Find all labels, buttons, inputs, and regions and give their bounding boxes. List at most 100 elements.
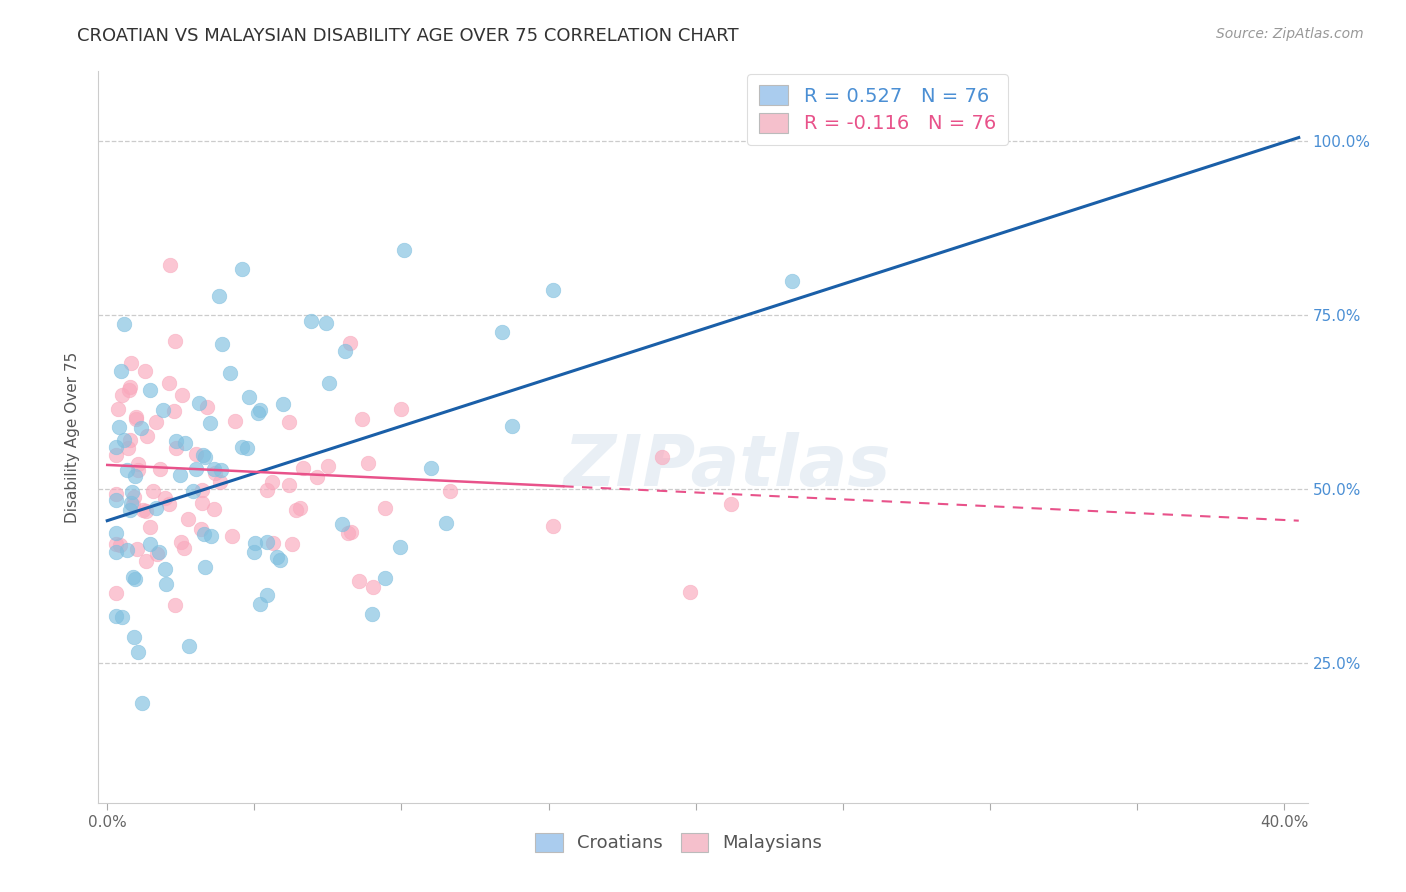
Point <box>165 434 187 448</box>
Point <box>117 441 139 455</box>
Point <box>218 367 240 381</box>
Point <box>491 326 513 340</box>
Point <box>139 383 162 397</box>
Text: CROATIAN VS MALAYSIAN DISABILITY AGE OVER 75 CORRELATION CHART: CROATIAN VS MALAYSIAN DISABILITY AGE OVE… <box>77 27 740 45</box>
Point <box>290 501 312 516</box>
Point <box>125 410 148 425</box>
Point <box>131 696 153 710</box>
Point <box>135 554 157 568</box>
Point <box>247 406 270 420</box>
Point <box>105 486 128 500</box>
Point <box>110 364 132 378</box>
Point <box>200 529 222 543</box>
Point <box>202 502 225 516</box>
Point <box>157 497 180 511</box>
Point <box>361 607 384 621</box>
Point <box>153 561 176 575</box>
Text: ZIPatlas: ZIPatlas <box>564 432 891 500</box>
Point <box>142 484 165 499</box>
Point <box>136 429 159 443</box>
Point <box>115 542 138 557</box>
Point <box>107 420 129 434</box>
Point <box>129 421 152 435</box>
Point <box>169 468 191 483</box>
Point <box>198 416 221 430</box>
Point <box>651 450 673 465</box>
Point <box>132 503 155 517</box>
Point <box>107 402 129 417</box>
Point <box>224 413 246 427</box>
Point <box>352 412 374 426</box>
Point <box>122 631 145 645</box>
Point <box>105 585 128 599</box>
Point <box>333 343 356 358</box>
Point <box>139 537 162 551</box>
Point <box>339 336 361 351</box>
Point <box>120 356 142 370</box>
Point <box>159 258 181 272</box>
Point <box>193 448 215 462</box>
Point <box>315 316 337 330</box>
Text: Source: ZipAtlas.com: Source: ZipAtlas.com <box>1216 27 1364 41</box>
Point <box>177 640 200 654</box>
Point <box>439 483 461 498</box>
Point <box>194 450 217 464</box>
Point <box>256 588 278 602</box>
Point <box>299 314 322 328</box>
Point <box>249 402 271 417</box>
Point <box>541 518 564 533</box>
Point <box>236 441 259 455</box>
Point <box>330 516 353 531</box>
Point <box>127 541 149 556</box>
Point <box>125 412 148 426</box>
Point <box>419 461 441 475</box>
Point <box>120 502 142 516</box>
Point <box>191 483 214 497</box>
Point <box>541 283 564 297</box>
Point <box>231 261 253 276</box>
Point <box>121 498 143 512</box>
Point <box>194 559 217 574</box>
Point <box>679 585 702 599</box>
Point <box>389 402 412 417</box>
Point <box>152 402 174 417</box>
Point <box>105 440 128 454</box>
Point <box>277 415 299 429</box>
Point <box>105 492 128 507</box>
Point <box>340 524 363 539</box>
Point <box>318 376 340 391</box>
Point <box>184 462 207 476</box>
Point <box>208 289 231 303</box>
Point <box>105 448 128 462</box>
Point <box>146 547 169 561</box>
Point <box>501 419 523 434</box>
Point <box>165 598 187 612</box>
Point <box>112 433 135 447</box>
Point <box>374 501 396 516</box>
Point <box>243 536 266 550</box>
Point <box>316 458 339 473</box>
Point <box>266 550 288 565</box>
Point <box>105 545 128 559</box>
Point <box>105 525 128 540</box>
Point <box>188 396 211 410</box>
Point <box>120 496 142 510</box>
Point <box>165 334 187 348</box>
Point <box>153 491 176 506</box>
Point <box>110 387 132 401</box>
Point <box>256 483 278 498</box>
Point <box>165 442 187 456</box>
Point <box>124 572 146 586</box>
Point <box>145 415 167 429</box>
Point <box>191 496 214 510</box>
Point <box>124 469 146 483</box>
Point <box>127 458 149 472</box>
Point <box>392 243 415 257</box>
Point <box>269 553 291 567</box>
Point <box>177 512 200 526</box>
Point <box>195 401 218 415</box>
Point <box>291 461 314 475</box>
Point <box>262 536 284 550</box>
Point <box>183 483 205 498</box>
Point <box>208 475 231 489</box>
